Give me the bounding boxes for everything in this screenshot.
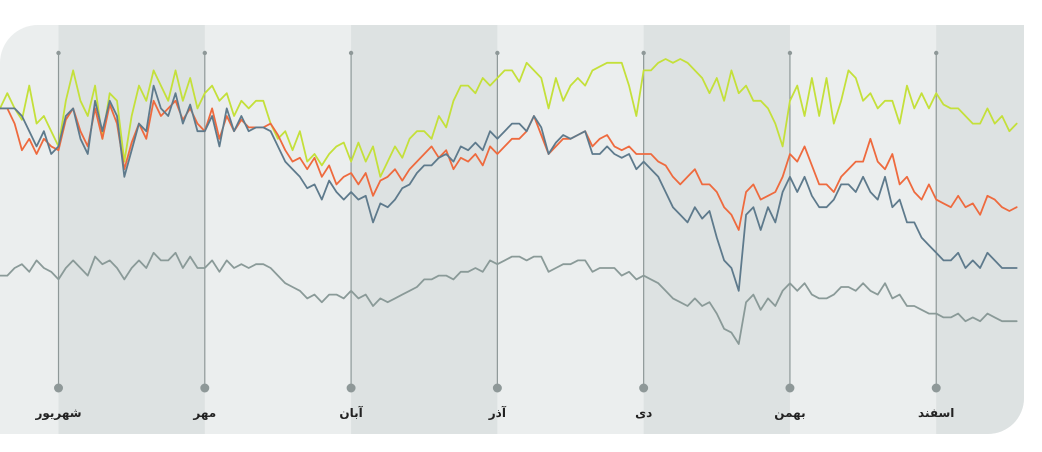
series-line-gray — [0, 251, 1018, 345]
shaded-band-1 — [351, 25, 498, 434]
month-divider-bottom-dot-4 — [639, 383, 649, 393]
month-label-4: دی — [635, 406, 652, 420]
month-divider-top-dot-5 — [787, 50, 793, 56]
month-divider-bottom-dot-5 — [785, 383, 795, 393]
month-label-0: شهریور — [34, 406, 81, 421]
month-divider-top-dot-2 — [348, 50, 354, 56]
series-line-blue — [0, 84, 1018, 292]
month-label-1: مهر — [192, 406, 216, 420]
series-line-orange — [0, 99, 1018, 231]
month-divider-bottom-dot-6 — [931, 383, 941, 393]
month-divider-top-dot-4 — [641, 50, 646, 56]
month-label-6: اسفند — [918, 406, 954, 420]
month-divider-bottom-dot-3 — [492, 383, 502, 393]
month-divider-top-dot-0 — [56, 50, 61, 56]
series-line-green — [0, 58, 1018, 178]
month-divider-top-dot-3 — [495, 50, 500, 56]
shaded-band-3 — [936, 25, 1024, 434]
shaded-band-0 — [58, 25, 205, 434]
month-label-5: بهمن — [774, 406, 805, 420]
month-divider-bottom-dot-0 — [54, 383, 64, 393]
month-divider-bottom-dot-2 — [346, 383, 356, 393]
month-divider-bottom-dot-1 — [200, 383, 210, 393]
month-label-3: آذر — [488, 405, 507, 420]
shaded-band-2 — [643, 25, 790, 434]
month-divider-top-dot-1 — [202, 50, 207, 56]
month-label-2: آبان — [339, 405, 363, 420]
month-divider-top-dot-6 — [934, 50, 939, 56]
